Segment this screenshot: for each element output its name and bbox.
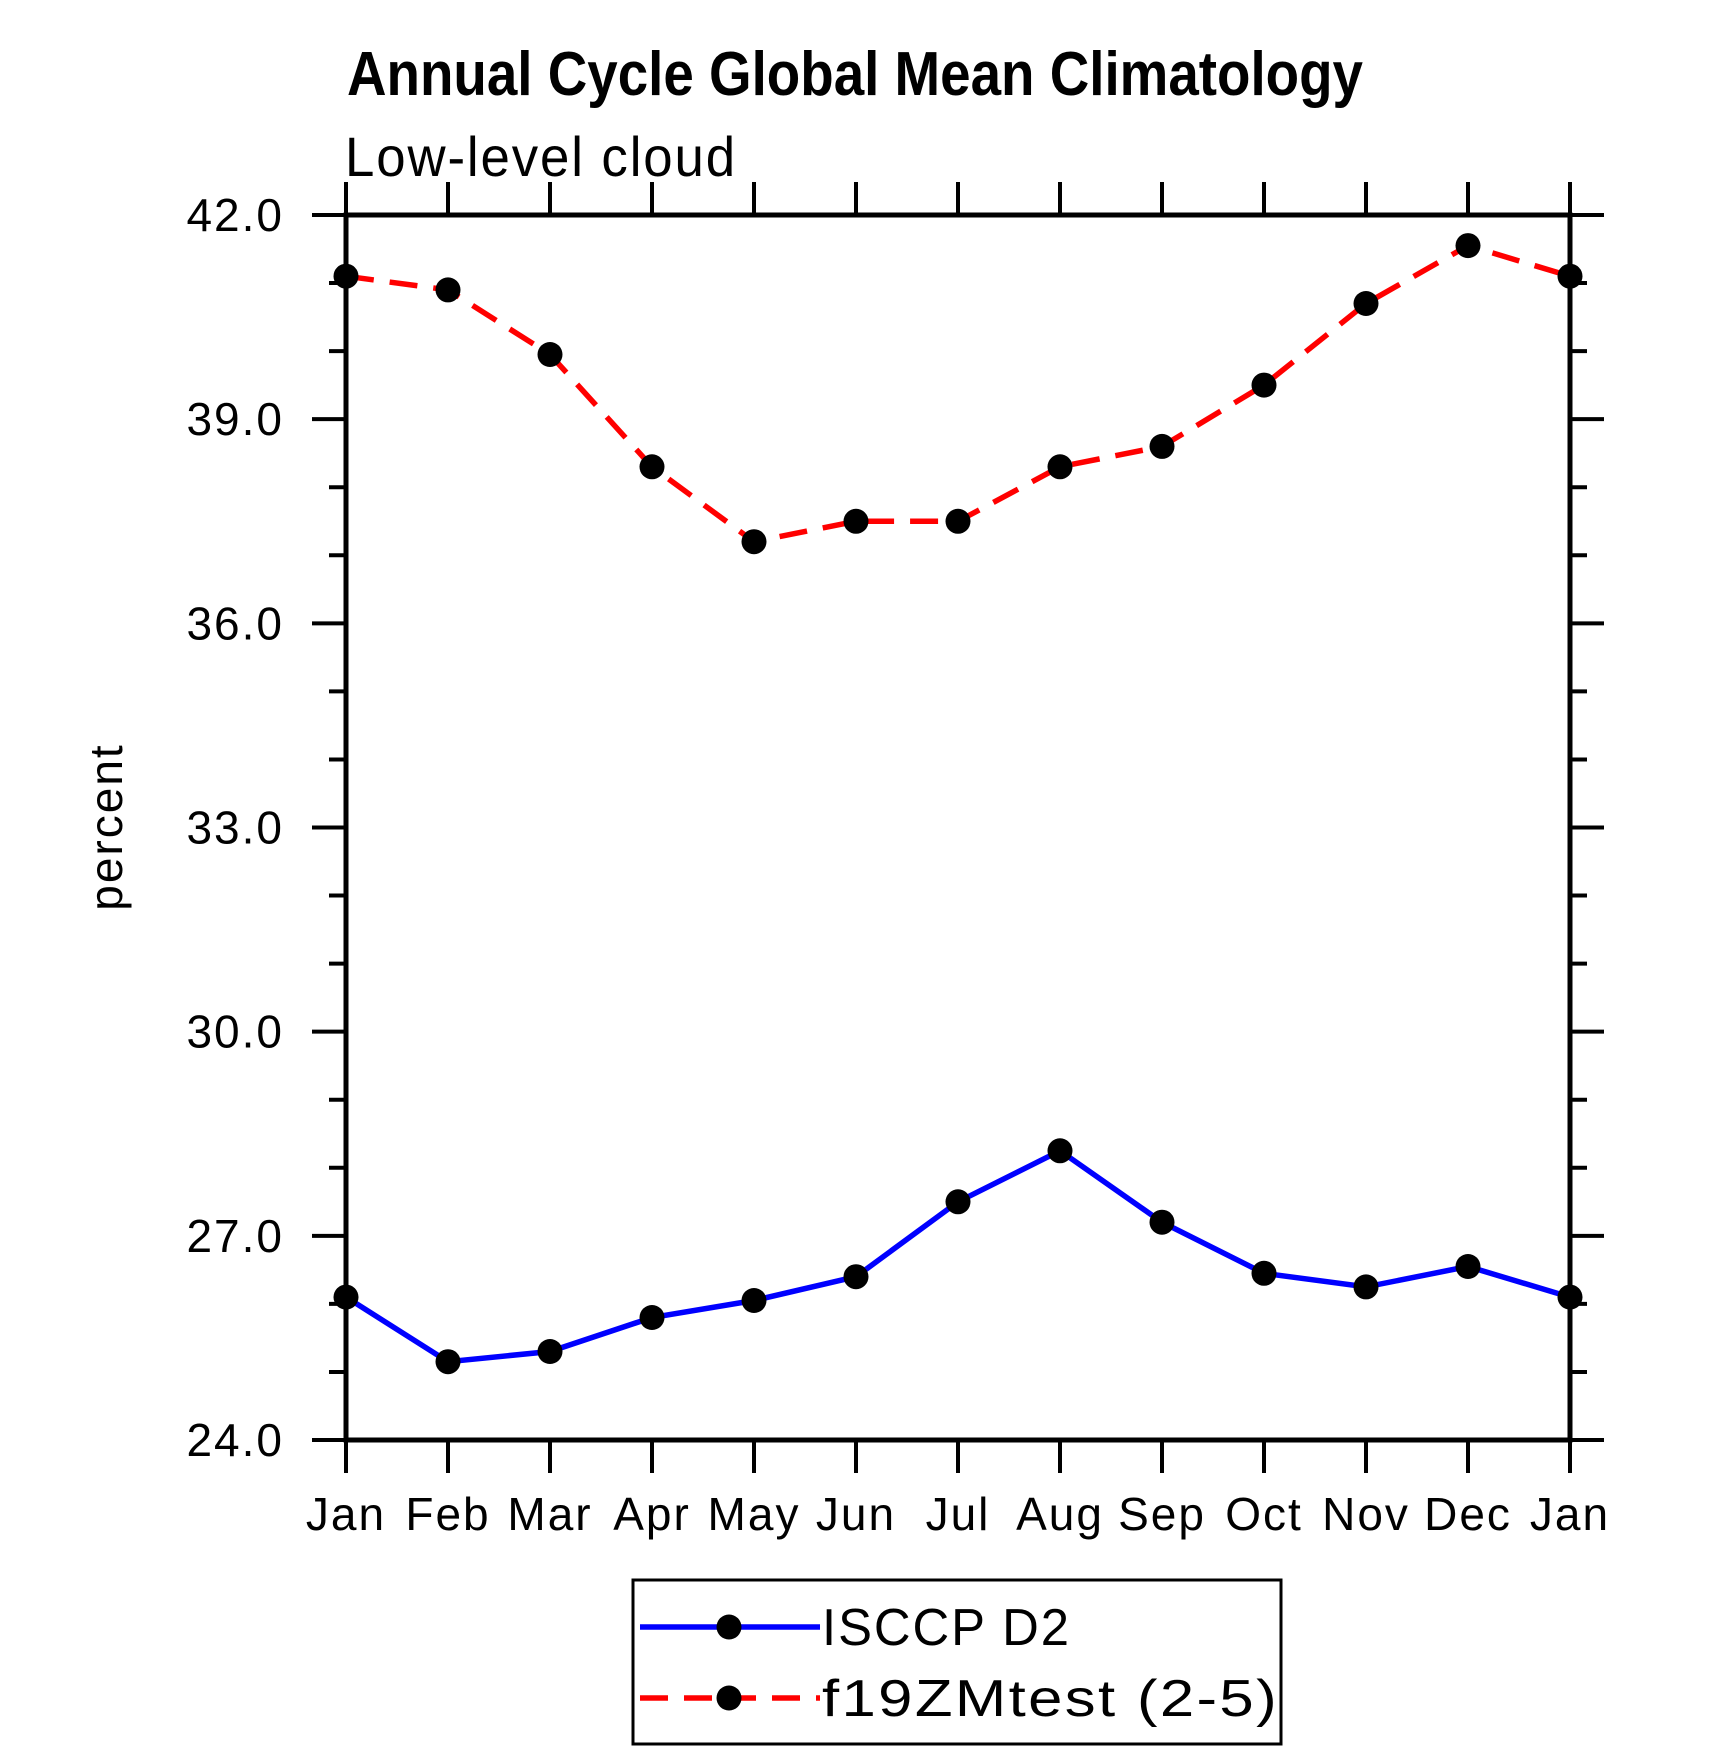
y-tick-label: 27.0 [186, 1210, 284, 1262]
x-tick-label: Mar [507, 1488, 592, 1540]
data-point-marker [639, 1305, 665, 1330]
data-point-marker [639, 454, 665, 480]
x-tick-label: Apr [613, 1488, 691, 1540]
data-point-marker [741, 1288, 767, 1313]
data-point-marker [537, 1339, 563, 1364]
x-tick-label: Jan [306, 1488, 386, 1540]
series-line-dashed [345, 242, 1571, 545]
data-point-marker [1047, 1138, 1073, 1164]
y-axis-title: percent [80, 743, 132, 910]
legend-label-isccp: ISCCP D2 [822, 1599, 1071, 1657]
data-point-marker [1353, 291, 1379, 316]
y-tick-label: 24.0 [186, 1414, 284, 1466]
data-point-marker [1251, 372, 1277, 398]
x-tick-label: Feb [405, 1488, 490, 1540]
data-point-marker [333, 263, 359, 289]
legend-box [631, 1578, 1283, 1746]
data-point-marker [843, 1264, 869, 1290]
y-tick-label: 39.0 [186, 393, 284, 445]
data-point-marker [945, 508, 971, 534]
data-point-marker [1557, 263, 1583, 289]
data-point-marker [945, 1189, 971, 1215]
x-tick-label: Dec [1424, 1488, 1512, 1540]
x-tick-label: Oct [1225, 1488, 1303, 1540]
legend-marker-dot [716, 1685, 742, 1711]
legend-label-f19zmtest: f19ZMtest (2-5) [822, 1670, 1279, 1728]
data-point-marker [1047, 454, 1073, 480]
data-point-marker [1455, 1254, 1481, 1279]
x-tick-label: Jan [1530, 1488, 1610, 1540]
data-point-marker [1149, 1209, 1175, 1235]
data-point-marker [333, 1284, 359, 1310]
y-tick-label: 36.0 [186, 597, 284, 649]
legend-marker-dot [716, 1614, 742, 1640]
data-point-marker [1149, 433, 1175, 459]
x-tick-label: Jul [926, 1488, 991, 1540]
x-tick-label: Jun [816, 1488, 896, 1540]
chart-title: Annual Cycle Global Mean Climatology [347, 40, 1363, 109]
data-point-marker [537, 342, 563, 367]
series-line-solid [344, 1147, 1571, 1365]
y-tick-label: 33.0 [186, 802, 284, 854]
y-tick-label: 42.0 [186, 189, 284, 241]
data-point-marker [843, 508, 869, 534]
data-point-marker [1557, 1284, 1583, 1310]
x-tick-label: May [708, 1488, 801, 1540]
data-point-marker [1251, 1260, 1277, 1286]
data-point-marker [435, 1349, 461, 1375]
chart-subtitle: Low-level cloud [345, 125, 737, 188]
data-point-marker [741, 529, 767, 555]
plot-frame [343, 212, 1573, 1443]
data-point-marker [1353, 1274, 1379, 1300]
x-tick-label: Aug [1016, 1488, 1104, 1540]
x-tick-label: Nov [1322, 1488, 1410, 1540]
legend: ISCCP D2 f19ZMtest (2-5) [631, 1578, 1283, 1746]
plot-area: 24.0 27.0 30.0 33.0 36.0 39.0 42.0 Jan Feb Mar Apr… [186, 182, 1610, 1540]
data-point-marker [1455, 233, 1481, 259]
x-tick-label: Sep [1118, 1488, 1206, 1540]
data-point-marker [435, 277, 461, 303]
y-tick-label: 30.0 [186, 1006, 284, 1058]
